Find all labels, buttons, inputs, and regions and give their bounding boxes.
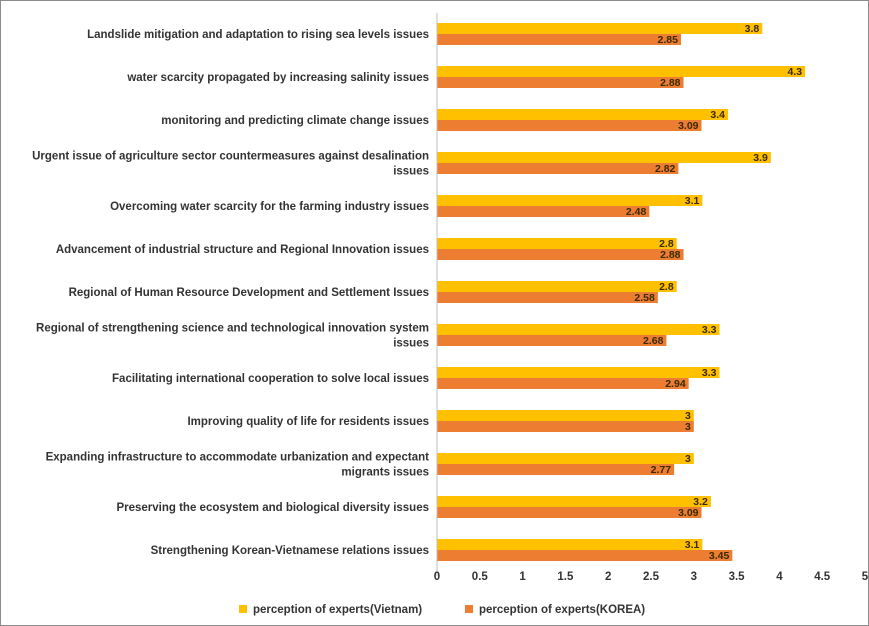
data-label-korea: 3.45 <box>709 550 730 562</box>
data-label-korea: 2.77 <box>651 464 672 476</box>
bar-korea <box>437 292 658 303</box>
legend: perception of experts(Vietnam) perception… <box>239 604 645 616</box>
data-label-vietnam: 2.8 <box>659 238 674 250</box>
x-tick-label: 4.5 <box>814 571 831 583</box>
x-tick-label: 1.5 <box>557 571 574 583</box>
data-label-vietnam: 3 <box>685 410 691 422</box>
bar-vietnam <box>437 109 729 120</box>
bar-vietnam <box>437 152 771 163</box>
bars-layer: 3.82.854.32.883.43.093.92.823.12.482.82.… <box>437 23 806 562</box>
bar-korea <box>437 507 702 518</box>
data-label-vietnam: 3.4 <box>710 109 725 121</box>
data-label-korea: 2.88 <box>660 249 681 261</box>
category-labels: Landslide mitigation and adaptation to r… <box>32 29 429 557</box>
bar-vietnam <box>437 281 677 292</box>
category-label: Landslide mitigation and adaptation to r… <box>87 29 429 41</box>
bar-vietnam <box>437 367 720 378</box>
data-label-vietnam: 4.3 <box>787 66 802 78</box>
data-label-vietnam: 2.8 <box>659 281 674 293</box>
bar-vietnam <box>437 238 677 249</box>
legend-swatch-korea <box>465 605 473 613</box>
data-label-korea: 2.94 <box>665 378 686 390</box>
data-label-vietnam: 3.8 <box>745 23 760 35</box>
x-tick-label: 1 <box>519 571 526 583</box>
category-label: Regional of strengthening science and te… <box>36 323 429 350</box>
bar-korea <box>437 335 667 346</box>
bar-korea <box>437 550 733 561</box>
bar-vietnam <box>437 23 763 34</box>
bar-korea <box>437 206 650 217</box>
x-tick-label: 2 <box>605 571 611 583</box>
category-label: Improving quality of life for residents … <box>187 416 429 428</box>
category-label: Preserving the ecosystem and biological … <box>116 502 429 514</box>
bar-korea <box>437 34 681 45</box>
category-label: Urgent issue of agriculture sector count… <box>32 151 429 178</box>
data-label-vietnam: 3.2 <box>693 496 708 508</box>
bar-korea <box>437 378 689 389</box>
category-label: Facilitating international cooperation t… <box>112 373 429 385</box>
x-axis: 0 0.5 1 1.5 2 2.5 3 3.5 4 4.5 5 <box>434 13 868 583</box>
legend-label-korea: perception of experts(KOREA) <box>479 604 645 616</box>
category-label: Advancement of industrial structure and … <box>56 244 429 256</box>
x-tick-label: 2.5 <box>643 571 660 583</box>
category-label: Strengthening Korean-Vietnamese relation… <box>151 545 429 557</box>
data-label-korea: 2.68 <box>643 335 664 347</box>
data-label-vietnam: 3.9 <box>753 152 768 164</box>
data-label-korea: 2.85 <box>658 34 679 46</box>
bar-korea <box>437 120 702 131</box>
data-label-korea: 2.58 <box>634 292 655 304</box>
bar-korea <box>437 77 684 88</box>
data-label-korea: 2.48 <box>626 206 647 218</box>
bar-vietnam <box>437 324 720 335</box>
bar-vietnam <box>437 66 806 77</box>
data-label-korea: 3 <box>685 421 691 433</box>
category-label: Overcoming water scarcity for the farmin… <box>110 201 429 213</box>
data-label-korea: 2.82 <box>655 163 676 175</box>
data-label-vietnam: 3 <box>685 453 691 465</box>
x-tick-label: 0.5 <box>472 571 489 583</box>
bar-korea <box>437 249 684 260</box>
bar-korea <box>437 163 679 174</box>
data-label-vietnam: 3.1 <box>685 539 700 551</box>
data-label-korea: 3.09 <box>678 120 699 132</box>
bar-vietnam <box>437 496 711 507</box>
category-label: monitoring and predicting climate change… <box>161 115 429 127</box>
bar-korea <box>437 421 694 432</box>
bar-vietnam <box>437 410 694 421</box>
x-tick-label: 3.5 <box>729 571 746 583</box>
x-tick-label: 5 <box>862 571 868 583</box>
legend-label-vietnam: perception of experts(Vietnam) <box>253 604 422 616</box>
bar-korea <box>437 464 675 475</box>
category-label: Regional of Human Resource Development a… <box>69 287 429 299</box>
x-tick-label: 4 <box>776 571 783 583</box>
data-label-korea: 3.09 <box>678 507 699 519</box>
bar-vietnam <box>437 453 694 464</box>
bar-vietnam <box>437 195 703 206</box>
bar-vietnam <box>437 539 703 550</box>
category-label: Expanding infrastructure to accommodate … <box>46 452 430 479</box>
data-label-korea: 2.88 <box>660 77 681 89</box>
category-label: water scarcity propagated by increasing … <box>126 72 429 84</box>
x-tick-label: 3 <box>691 571 697 583</box>
legend-swatch-vietnam <box>239 605 247 613</box>
data-label-vietnam: 3.3 <box>702 324 717 336</box>
x-tick-label: 0 <box>434 571 440 583</box>
data-label-vietnam: 3.3 <box>702 367 717 379</box>
data-label-vietnam: 3.1 <box>685 195 700 207</box>
